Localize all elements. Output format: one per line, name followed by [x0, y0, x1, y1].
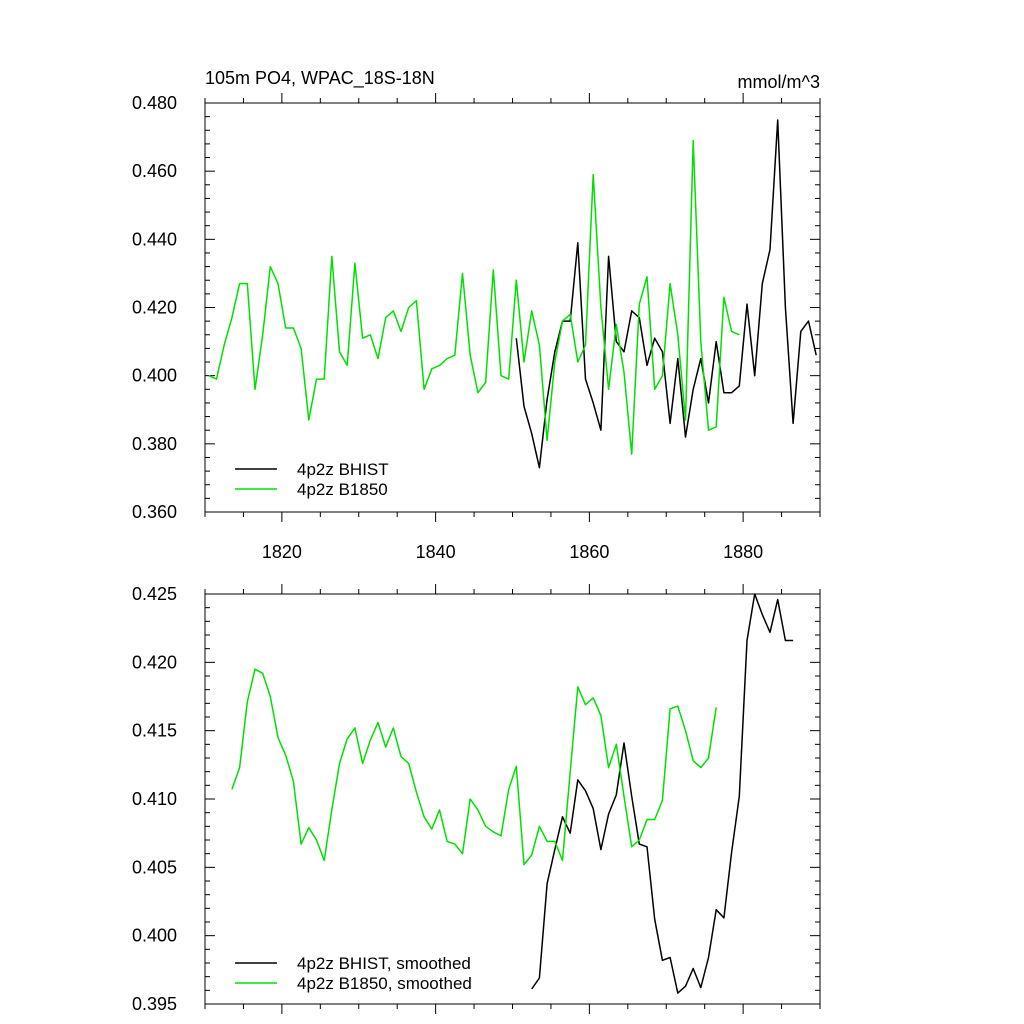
y-tick-label: 0.400	[132, 366, 177, 386]
chart-title: 105m PO4, WPAC_18S-18N	[205, 68, 435, 89]
y-tick-label: 0.380	[132, 434, 177, 454]
legend-label: 4p2z BHIST, smoothed	[297, 954, 471, 973]
y-tick-label: 0.360	[132, 502, 177, 522]
y-tick-label: 0.395	[132, 994, 177, 1014]
y-tick-label: 0.410	[132, 789, 177, 809]
series-line-b1850	[231, 668, 717, 866]
y-tick-label: 0.460	[132, 161, 177, 181]
x-tick-label: 1820	[262, 542, 302, 562]
chart-units-label: mmol/m^3	[738, 72, 820, 92]
legend-label: 4p2z B1850, smoothed	[297, 974, 472, 993]
y-tick-label: 0.420	[132, 652, 177, 672]
legend-label: 4p2z B1850	[297, 480, 388, 499]
series-line-b1850	[208, 139, 740, 455]
plot-frame	[204, 593, 821, 1005]
series-line-bhist	[515, 119, 817, 469]
y-tick-label: 0.480	[132, 93, 177, 113]
bottom-panel: 0.395 0.400 0.405 0.410 0.415 0.420 0.425 4p2z …	[132, 584, 821, 1014]
plot-frame	[204, 102, 821, 513]
y-tick-label: 0.420	[132, 298, 177, 318]
x-tick-label: 1840	[416, 542, 456, 562]
y-tick-label: 0.440	[132, 229, 177, 249]
y-tick-label: 0.425	[132, 584, 177, 604]
x-tick-label: 1860	[569, 542, 609, 562]
y-tick-label: 0.415	[132, 721, 177, 741]
series-line-bhist	[531, 593, 794, 994]
legend-label: 4p2z BHIST	[297, 460, 389, 479]
top-panel: 0.360 0.380 0.400 0.420 0.440 0.460 0.480 1820 1…	[132, 93, 821, 562]
y-tick-label: 0.400	[132, 926, 177, 946]
x-tick-label: 1880	[723, 542, 763, 562]
y-tick-label: 0.405	[132, 857, 177, 877]
